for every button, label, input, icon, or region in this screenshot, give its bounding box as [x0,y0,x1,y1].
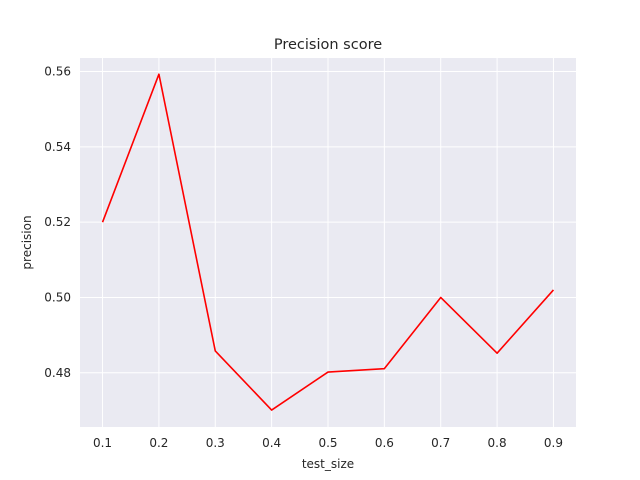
y-tick-label: 0.50 [44,290,71,304]
y-tick-label: 0.48 [44,366,71,380]
y-tick-label: 0.52 [44,215,71,229]
x-tick-label: 0.2 [149,436,168,450]
chart-title: Precision score [274,37,382,53]
x-tick-label: 0.5 [318,436,337,450]
y-tick-label: 0.54 [44,140,71,154]
x-tick-label: 0.8 [488,436,507,450]
x-tick-label: 0.7 [431,436,450,450]
x-tick-label: 0.6 [375,436,394,450]
y-tick-label: 0.56 [44,65,71,79]
x-tick-label: 0.3 [206,436,225,450]
series-layer [101,73,555,411]
y-tick-labels: 0.48 0.50 0.52 0.54 0.56 [44,65,71,380]
x-tick-label: 0.4 [262,436,281,450]
x-tick-label: 0.9 [544,436,563,450]
x-tick-labels: 0.1 0.2 0.3 0.4 0.5 0.6 0.7 0.8 0.9 [93,436,563,450]
x-tick-label: 0.1 [93,436,112,450]
x-axis-label: test_size [302,457,354,471]
y-axis-label: precision [20,215,34,269]
